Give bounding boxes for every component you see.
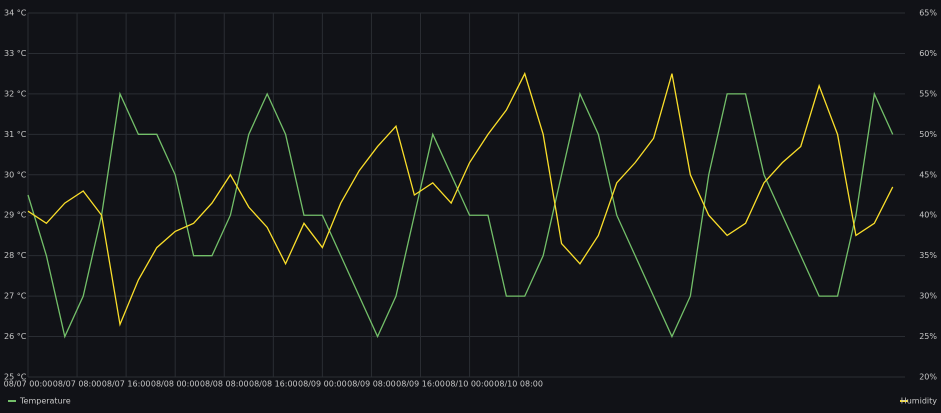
y-tick-label: 25 °C <box>4 373 27 382</box>
y-tick-label: 33 °C <box>4 49 27 58</box>
x-tick-label: 08/08 08:00 <box>200 380 249 389</box>
y-tick-label: 31 °C <box>4 130 27 139</box>
x-tick-label: 08/07 16:00 <box>102 380 151 389</box>
y2-tick-label: 50% <box>919 130 937 139</box>
y2-tick-label: 30% <box>919 292 937 301</box>
legend-label: Humidity <box>901 397 938 406</box>
y-tick-label: 34 °C <box>4 9 27 18</box>
x-tick-label: 08/10 00:00 <box>445 380 494 389</box>
y2-tick-label: 45% <box>919 170 937 179</box>
x-tick-label: 08/10 08:00 <box>494 380 543 389</box>
y-tick-label: 32 °C <box>4 89 27 98</box>
x-tick-label: 08/09 16:00 <box>396 380 445 389</box>
x-tick-label: 08/08 16:00 <box>249 380 298 389</box>
legend-label: Temperature <box>19 397 71 406</box>
x-tick-label: 08/08 00:00 <box>151 380 200 389</box>
x-tick-label: 08/07 08:00 <box>53 380 102 389</box>
y-tick-label: 28 °C <box>4 251 27 260</box>
series-line <box>27 71 894 327</box>
y-tick-label: 29 °C <box>4 211 27 220</box>
y-tick-label: 26 °C <box>4 332 27 341</box>
y2-tick-label: 65% <box>919 9 937 18</box>
y2-tick-label: 20% <box>919 373 937 382</box>
y2-tick-label: 60% <box>919 49 937 58</box>
x-tick-label: 08/09 00:00 <box>298 380 347 389</box>
y2-tick-label: 55% <box>919 89 937 98</box>
y-tick-label: 27 °C <box>4 292 27 301</box>
x-tick-label: 08/07 00:00 <box>4 380 53 389</box>
x-tick-label: 08/09 08:00 <box>347 380 396 389</box>
series-line <box>27 91 894 339</box>
y2-tick-label: 35% <box>919 251 937 260</box>
y2-tick-label: 40% <box>919 211 937 220</box>
y-tick-label: 30 °C <box>4 170 27 179</box>
y2-tick-label: 25% <box>919 332 937 341</box>
